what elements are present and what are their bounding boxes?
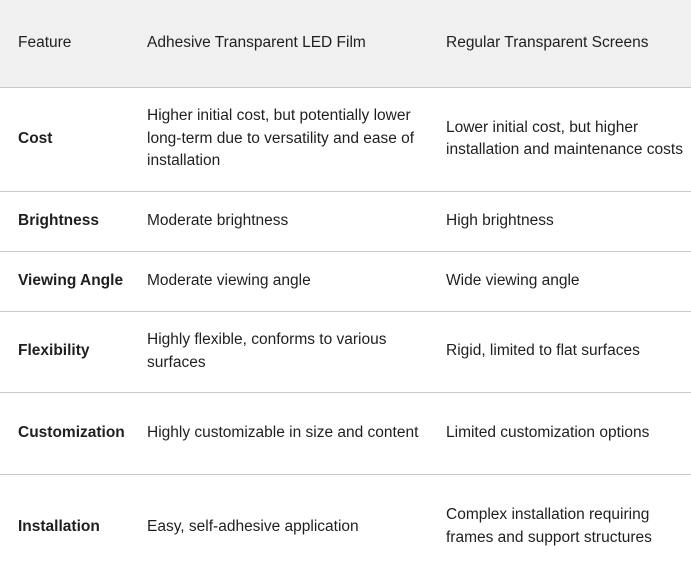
- header-adhesive-film: Adhesive Transparent LED Film: [147, 0, 446, 88]
- regular-cell: Limited customization options: [446, 392, 691, 475]
- table-row: Installation Easy, self-adhesive applica…: [0, 474, 691, 579]
- feature-cell: Flexibility: [0, 311, 147, 393]
- header-regular-screens: Regular Transparent Screens: [446, 0, 691, 88]
- feature-cell: Cost: [0, 87, 147, 192]
- table-row: Brightness Moderate brightness High brig…: [0, 191, 691, 252]
- header-feature: Feature: [0, 0, 147, 88]
- regular-cell: Complex installation requiring frames an…: [446, 506, 652, 546]
- regular-cell: Lower initial cost, but higher installat…: [446, 87, 691, 192]
- regular-cell: High brightness: [446, 191, 691, 252]
- header-row: Feature Adhesive Transparent LED Film Re…: [0, 0, 691, 88]
- film-cell: Moderate viewing angle: [147, 251, 446, 312]
- feature-cell: Viewing Angle: [0, 251, 147, 312]
- table-header: Feature Adhesive Transparent LED Film Re…: [0, 0, 691, 88]
- film-cell: Easy, self-adhesive application: [147, 517, 359, 535]
- table-row: Viewing Angle Moderate viewing angle Wid…: [0, 251, 691, 312]
- film-cell: Highly flexible, conforms to various sur…: [147, 311, 446, 393]
- regular-cell: Wide viewing angle: [446, 251, 691, 312]
- film-cell: Higher initial cost, but potentially low…: [147, 87, 446, 192]
- feature-cell: Brightness: [0, 191, 147, 252]
- table-row: Cost Higher initial cost, but potentiall…: [0, 87, 691, 192]
- table-body: Cost Higher initial cost, but potentiall…: [0, 87, 691, 579]
- feature-cell: Installation: [18, 517, 100, 535]
- table-row: Flexibility Highly flexible, conforms to…: [0, 311, 691, 393]
- regular-cell: Rigid, limited to flat surfaces: [446, 311, 691, 393]
- film-cell: Highly customizable in size and content: [147, 392, 446, 475]
- feature-cell: Customization: [0, 392, 147, 475]
- table-row: Customization Highly customizable in siz…: [0, 392, 691, 475]
- film-cell: Moderate brightness: [147, 191, 446, 252]
